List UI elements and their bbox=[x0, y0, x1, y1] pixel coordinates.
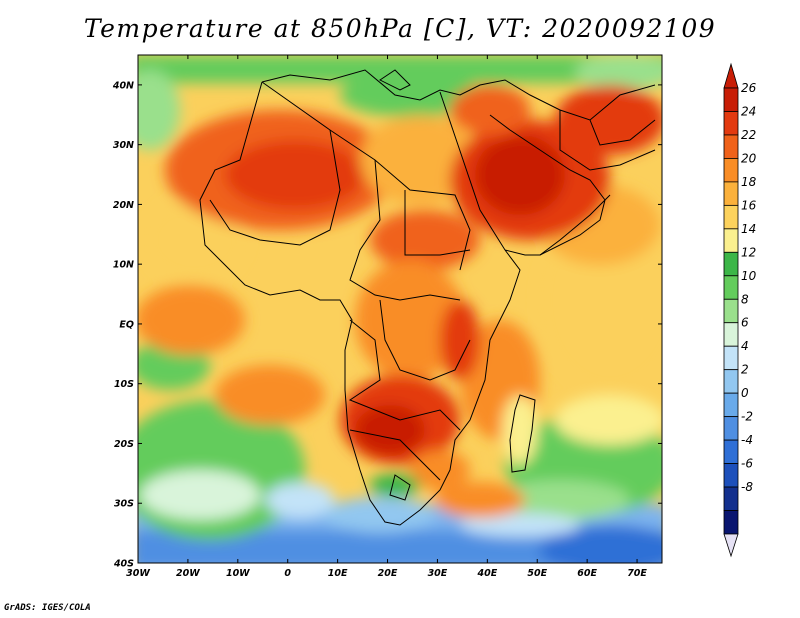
colorbar-top-arrow bbox=[723, 62, 739, 89]
map-title: Temperature at 850hPa [C], VT: 202009210… bbox=[83, 14, 717, 43]
colorbar-label: 2 bbox=[741, 363, 749, 377]
colorbar-segment bbox=[723, 510, 739, 535]
lat-tick-label: EQ bbox=[119, 319, 134, 330]
lon-tick-label: 60E bbox=[577, 568, 597, 579]
colorbar-segment bbox=[723, 486, 739, 511]
temperature-field bbox=[138, 55, 662, 563]
colorbar-segment bbox=[723, 251, 739, 277]
lon-tick-label: 10W bbox=[226, 568, 250, 579]
colorbar-label: -8 bbox=[741, 480, 753, 494]
lat-tick-label: 20S bbox=[114, 439, 134, 450]
colorbar-bottom-arrow bbox=[723, 533, 739, 558]
colorbar-segment bbox=[723, 463, 739, 488]
colorbar-label: 22 bbox=[741, 128, 756, 142]
colorbar-segment bbox=[723, 345, 739, 371]
colorbar-segment bbox=[723, 369, 739, 394]
colorbar-segment bbox=[723, 275, 739, 300]
colorbar-segment bbox=[723, 204, 739, 230]
colorbar-label: 10 bbox=[741, 269, 757, 283]
grads-credit: GrADS: IGES/COLA bbox=[4, 603, 91, 613]
lon-tick-label: 70E bbox=[627, 568, 647, 579]
colorbar-label: -6 bbox=[741, 457, 753, 471]
lat-tick-label: 20N bbox=[113, 200, 134, 211]
lon-tick-label: 10E bbox=[328, 568, 348, 579]
colorbar-label: 24 bbox=[741, 104, 756, 118]
lat-tick-label: 10N bbox=[113, 260, 134, 271]
colorbar-label: 20 bbox=[741, 151, 757, 165]
colorbar-segment bbox=[723, 416, 739, 441]
colorbar-segment bbox=[723, 111, 739, 136]
coastlines bbox=[199, 69, 656, 526]
colorbar-segment bbox=[723, 228, 739, 253]
colorbar-label: 26 bbox=[741, 81, 757, 95]
map-plot: 30W 20W 10W 0 10E 20E 30E 40E 50E 60E 70E 40N 30N 20N… bbox=[112, 54, 757, 579]
colorbar-segment bbox=[723, 87, 739, 112]
colorbar-label: 18 bbox=[741, 175, 757, 189]
colorbar-segment bbox=[723, 134, 739, 159]
lon-tick-label: 40E bbox=[476, 568, 497, 579]
lat-tick-label: 40S bbox=[113, 559, 134, 570]
lat-tick-label: 10S bbox=[114, 379, 134, 390]
lon-tick-label: 20E bbox=[378, 568, 398, 579]
colorbar-segment bbox=[723, 439, 739, 464]
colorbar-label: -4 bbox=[741, 433, 753, 447]
lon-tick-label: 30W bbox=[126, 568, 150, 579]
colorbar-label: 16 bbox=[741, 198, 757, 212]
colorbar-segment bbox=[723, 181, 739, 206]
map-frame bbox=[137, 54, 663, 564]
axis-ticks: 30W 20W 10W 0 10E 20E 30E 40E 50E 60E 70E 40N 30N 20N… bbox=[112, 55, 662, 579]
colorbar-label: 8 bbox=[741, 292, 749, 306]
colorbar-label: 6 bbox=[741, 316, 749, 330]
colorbar-label: 4 bbox=[741, 339, 749, 353]
colorbar-segment bbox=[723, 392, 739, 418]
lon-tick-label: 0 bbox=[284, 568, 291, 579]
lat-tick-label: 30S bbox=[114, 499, 134, 510]
colorbar-label: 14 bbox=[741, 222, 756, 236]
lat-tick-label: 30N bbox=[113, 140, 134, 151]
colorbar-label: -2 bbox=[741, 410, 753, 424]
lat-tick-label: 40N bbox=[112, 80, 134, 91]
colorbar-label: 0 bbox=[741, 386, 749, 400]
lon-tick-label: 20W bbox=[176, 568, 200, 579]
colorbar-segment bbox=[723, 158, 739, 183]
lon-tick-label: 50E bbox=[527, 568, 547, 579]
colorbar-segment bbox=[723, 322, 739, 347]
colorbar-label: 12 bbox=[741, 245, 756, 259]
colorbar-segment bbox=[723, 298, 739, 324]
lon-tick-label: 30E bbox=[428, 568, 448, 579]
